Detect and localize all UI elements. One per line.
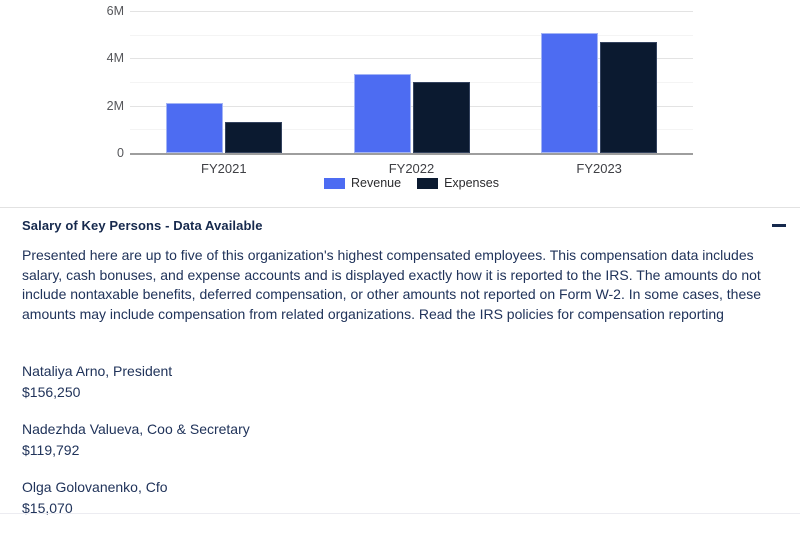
person-amount: $119,792 — [22, 442, 80, 458]
revenue-bar[interactable] — [541, 33, 599, 153]
person-amount: $156,250 — [22, 384, 81, 400]
key-person-row: Nataliya Arno, President $156,250 — [22, 361, 762, 403]
person-name: Olga Golovanenko, Cfo — [22, 479, 168, 495]
x-axis-category-label: FY2021 — [201, 161, 247, 176]
revenue-bar[interactable] — [353, 73, 411, 153]
section-header: Salary of Key Persons - Data Available — [0, 218, 800, 233]
x-axis-category-label: FY2022 — [388, 161, 435, 176]
section-title: Salary of Key Persons - Data Available — [22, 218, 263, 233]
legend-label: Expenses — [444, 176, 499, 190]
expenses-bar[interactable] — [412, 82, 470, 153]
y-axis-tick-label: 4M — [106, 51, 124, 66]
key-persons-list: Nataliya Arno, President $156,250 Nadezh… — [22, 361, 762, 535]
expenses-swatch-icon — [417, 177, 439, 189]
major-gridline — [130, 58, 693, 60]
section-divider — [0, 207, 800, 208]
legend-item-expenses[interactable]: Expenses — [417, 176, 499, 190]
revenue-bar[interactable] — [165, 103, 223, 153]
minor-gridline — [130, 34, 693, 36]
page: 0 2M 4M 6M FY2021 FY2022 FY2023 Revenue Expenses… — [0, 0, 800, 516]
bar-chart: 0 2M 4M 6M FY2021 FY2022 FY2023 Revenue Expenses — [0, 0, 800, 200]
section-description: Presented here are up to five of this or… — [22, 247, 762, 322]
legend-label: Revenue — [351, 176, 402, 190]
minor-gridline — [130, 129, 693, 131]
revenue-swatch-icon — [324, 177, 346, 189]
chart-legend: Revenue Expenses — [130, 176, 693, 190]
minor-gridline — [130, 82, 693, 83]
major-gridline — [130, 11, 693, 12]
key-person-row: Olga Golovanenko, Cfo $15,070 — [22, 477, 762, 519]
y-axis-tick-label: 2M — [106, 98, 124, 113]
x-axis-category-label: FY2023 — [576, 161, 622, 176]
bottom-divider — [0, 513, 800, 514]
person-name: Nadezhda Valueva, Coo & Secretary — [22, 421, 250, 437]
y-axis-tick-label: 0 — [117, 146, 124, 160]
person-amount: $15,070 — [22, 500, 73, 516]
major-gridline — [130, 105, 693, 107]
key-person-row: Nadezhda Valueva, Coo & Secretary $119,7… — [22, 419, 762, 461]
expenses-bar[interactable] — [224, 122, 282, 153]
person-name: Nataliya Arno, President — [22, 363, 173, 379]
y-axis-tick-label: 6M — [106, 4, 124, 18]
legend-item-revenue[interactable]: Revenue — [324, 176, 401, 190]
collapse-minus-icon[interactable] — [772, 224, 786, 227]
x-axis-baseline — [130, 152, 693, 155]
expenses-bar[interactable] — [600, 41, 658, 153]
